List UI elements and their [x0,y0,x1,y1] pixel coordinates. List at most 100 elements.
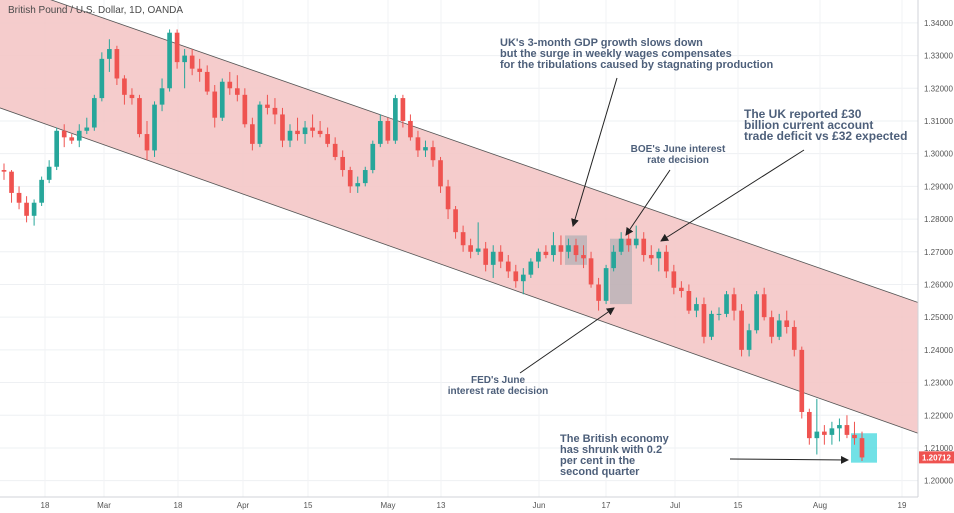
candle-body [566,245,571,252]
candle-body [663,251,669,272]
candle-body [731,294,737,311]
candle [84,117,90,135]
candle-body [16,192,22,203]
candle [174,29,180,69]
candle [671,264,677,295]
candle-body [498,251,504,262]
y-tick-label: 1.34000 [924,19,953,28]
trend-channel [0,0,919,434]
x-tick-label: Aug [813,501,827,510]
y-tick-label: 1.22000 [924,411,953,420]
candle-body [648,255,654,259]
annotation-deficit-line: trade deficit vs £32 expected [744,129,907,143]
candle [761,287,767,321]
candle-body [769,317,775,337]
candle [234,75,240,102]
candle [483,241,489,272]
candle-body [302,127,308,135]
candle-body [400,98,406,121]
candle [611,245,616,272]
candle [551,232,556,262]
candle [468,238,473,259]
candle-body [9,171,14,193]
candle-body [287,130,293,141]
candle [310,114,315,138]
candle [129,88,135,105]
candle [679,281,684,298]
annotation-gdp-line: but the surge in weekly wages compensate… [500,48,732,60]
candle [61,124,67,148]
candle-body [739,310,744,350]
candle [829,421,835,445]
candle-body [393,98,398,141]
candle-body [362,170,368,184]
candle-body [137,98,142,135]
arrow-deficit [660,149,805,242]
y-tick-label: 1.26000 [924,280,953,289]
candle [799,346,805,419]
candle [596,277,601,311]
candle-body [84,127,90,131]
candle-body [784,320,790,327]
candle-body [754,294,759,331]
y-tick-label: 1.20000 [924,477,953,486]
candle-body [829,428,835,435]
candle [709,310,714,341]
candle-body [709,313,714,337]
candle-body [656,251,662,259]
candle-body [325,134,330,144]
candle-body [129,94,135,99]
x-tick-label: 18 [41,501,50,510]
candle-body [91,98,97,128]
candle [573,238,579,262]
candle [152,101,157,157]
candle-body [558,245,564,252]
annotation-gdp-line: UK's 3-month GDP growth slows down [500,37,703,49]
candle [475,222,481,256]
arrow-fed [519,307,615,374]
candle [822,425,827,445]
candle [332,137,338,161]
candle-body [159,88,165,105]
annotation-fed-line: FED's June [471,375,525,386]
candle [837,418,842,442]
candle-body [806,411,812,439]
annotation-boe-line: BOE's June interest [631,144,726,155]
candle [746,323,752,357]
candle [663,245,669,278]
candle [99,52,105,102]
candle [189,49,195,76]
candle [641,232,647,262]
candle-body [438,160,443,187]
candle-body [54,130,60,167]
candle-body [280,114,285,141]
arrow-boe [625,169,671,236]
candle [370,140,376,174]
candle-body [317,130,323,135]
candle-body [408,120,413,138]
candle [340,150,346,177]
candle-body [46,166,52,180]
candle-body [633,238,639,246]
candle [144,120,150,161]
x-tick-label: 18 [174,501,183,510]
candle-body [626,238,632,246]
candle-body [701,304,707,337]
candle-body [611,251,616,269]
candle-body [370,143,376,171]
candle [159,78,165,112]
candle-body [859,438,865,458]
candle-body [520,274,526,282]
candle-body [453,209,458,233]
candle [302,120,308,144]
candle [197,58,203,82]
candle-body [415,137,421,151]
candle-body [490,251,496,265]
candle-body [573,245,579,256]
candle-body [671,271,677,288]
candle-body [603,268,609,301]
x-tick-label: Jul [670,501,680,510]
